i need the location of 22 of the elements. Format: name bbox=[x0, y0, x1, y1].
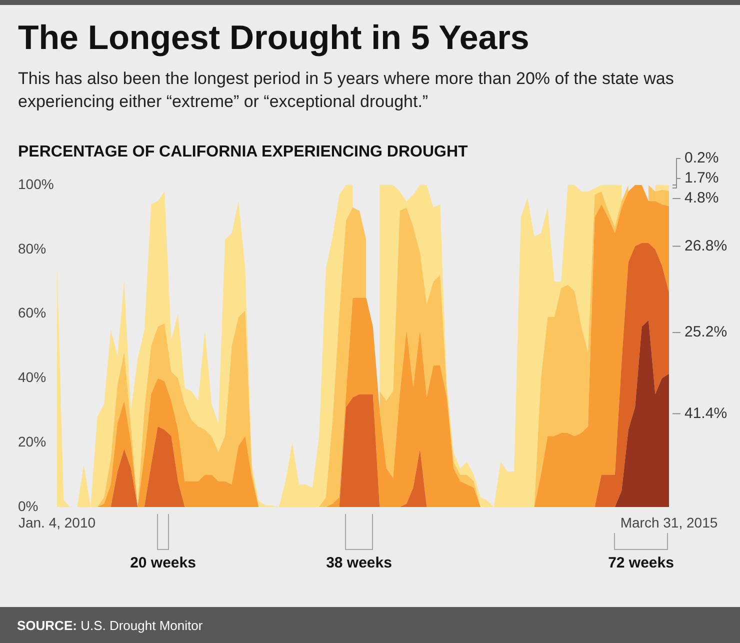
text: 20 weeks bbox=[130, 554, 196, 572]
footer-strip: SOURCE: U.S. Drought Monitor bbox=[0, 607, 740, 643]
y-tick-label: 20% bbox=[18, 433, 46, 450]
data-label: 41.4% bbox=[684, 404, 728, 422]
data-label: 26.8% bbox=[684, 237, 728, 254]
data-label: 1.7% bbox=[684, 170, 719, 187]
data-label: 25.2% bbox=[684, 324, 728, 341]
y-tick-label: 60% bbox=[18, 304, 46, 321]
y-tick-label: 0% bbox=[18, 498, 38, 514]
y-axis-title: PERCENTAGE OF CALIFORNIA EXPERIENCING DROUGHT bbox=[18, 143, 468, 160]
y-tick-label: 80% bbox=[18, 240, 46, 256]
text: 72 weeks bbox=[608, 554, 674, 572]
data-label: 4.8% bbox=[684, 190, 719, 207]
y-tick-label: 40% bbox=[18, 369, 46, 386]
text: 38 weeks bbox=[326, 554, 392, 572]
chart-title: The Longest Drought in 5 Years bbox=[18, 18, 530, 59]
y-tick-label: 100% bbox=[18, 176, 54, 192]
source-note: SOURCE: U.S. Drought Monitor bbox=[17, 618, 203, 632]
text: 0.2% bbox=[684, 150, 719, 167]
x-tick-label: Jan. 4, 2010 bbox=[18, 514, 96, 530]
x-tick-label: March 31, 2015 bbox=[620, 514, 718, 530]
chart-subtitle: This has also been the longest period in 5 years where more than 20% of the state was experiencing either “extreme” or “exceptional drought.” bbox=[18, 68, 675, 113]
